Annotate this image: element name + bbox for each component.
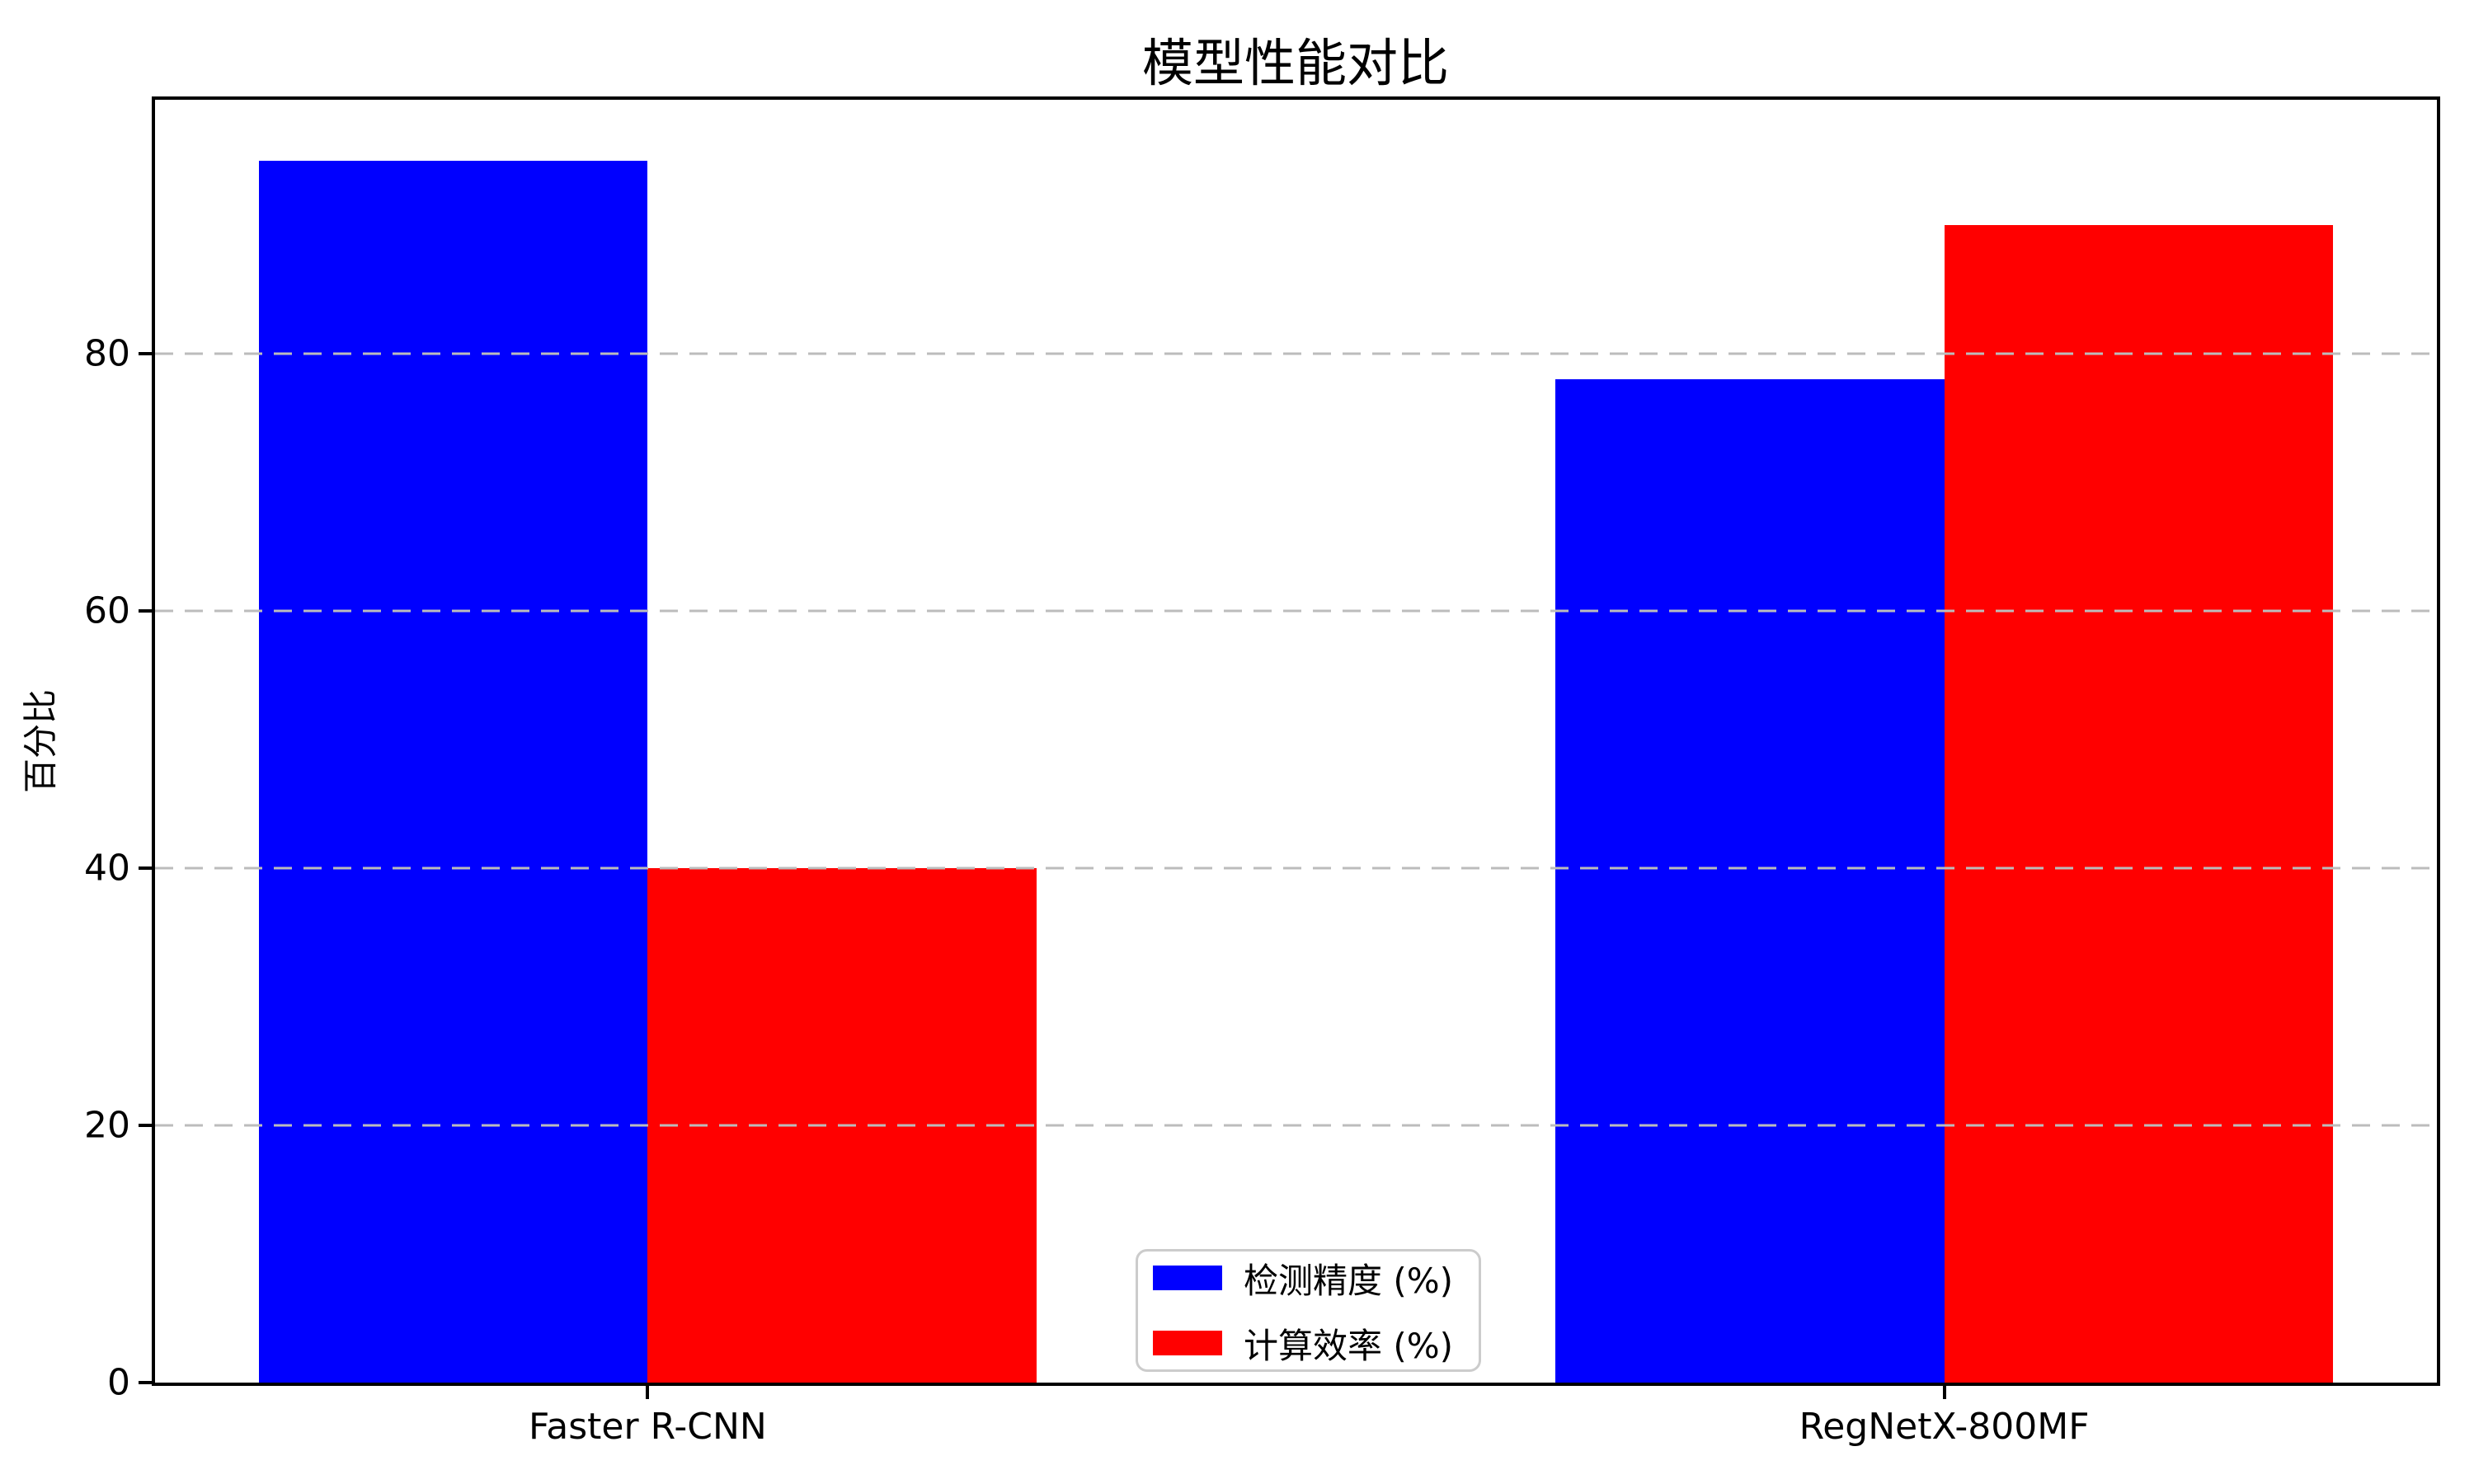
x-tick-label-Faster R-CNN: Faster R-CNN	[529, 1406, 767, 1448]
x-tick-mark-RegNetX-800MF	[1942, 1386, 1946, 1399]
plot-area: 0 20 40 60 80 Faster R-CNN RegNetX-800MF	[84, 96, 2440, 1448]
legend-item-检测精度 (%): 检测精度 (%)	[1153, 1253, 1479, 1303]
bar-计算效率 (%)-RegNetX-800MF	[1944, 225, 2334, 1383]
x-tick-mark-Faster R-CNN	[646, 1386, 650, 1399]
bar-检测精度 (%)-Faster R-CNN	[258, 161, 648, 1383]
y-tick-label-60: 60	[84, 589, 130, 632]
legend-item-计算效率 (%): 计算效率 (%)	[1153, 1318, 1479, 1369]
y-tick-mark-20	[139, 1124, 152, 1128]
y-tick-label-20: 20	[84, 1104, 130, 1147]
y-tick-mark-0	[139, 1381, 152, 1384]
chart-title: 模型性能对比	[1141, 33, 1450, 93]
gridline-y-40	[155, 866, 2437, 870]
y-tick-mark-60	[139, 609, 152, 613]
legend-label-检测精度 (%): 检测精度 (%)	[1244, 1260, 1454, 1301]
y-tick-label-0: 0	[107, 1361, 130, 1404]
bar-检测精度 (%)-RegNetX-800MF	[1554, 379, 1945, 1383]
y-axis-label: 百分比	[20, 688, 61, 794]
y-tick-mark-80	[139, 352, 152, 356]
gridline-y-20	[155, 1124, 2437, 1127]
legend-swatch-计算效率 (%)	[1153, 1331, 1222, 1355]
gridline-y-80	[155, 352, 2437, 355]
legend-label-计算效率 (%): 计算效率 (%)	[1244, 1325, 1454, 1366]
gridline-y-60	[155, 609, 2437, 613]
y-tick-label-40: 40	[84, 847, 130, 890]
x-tick-label-RegNetX-800MF: RegNetX-800MF	[1799, 1406, 2090, 1448]
y-tick-label-80: 80	[84, 332, 130, 375]
y-tick-mark-40	[139, 866, 152, 871]
legend-swatch-检测精度 (%)	[1153, 1266, 1222, 1290]
legend: 检测精度 (%) 计算效率 (%)	[1136, 1249, 1481, 1372]
